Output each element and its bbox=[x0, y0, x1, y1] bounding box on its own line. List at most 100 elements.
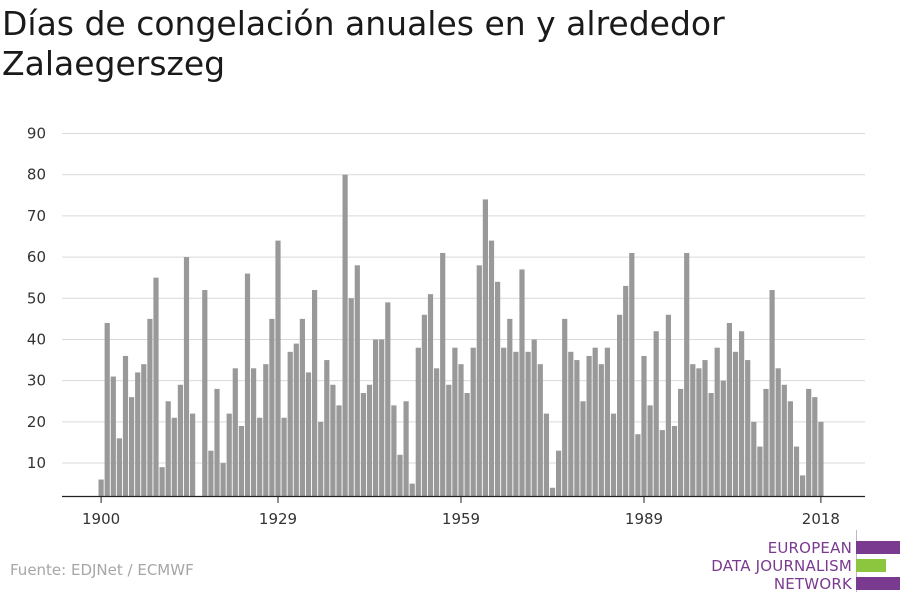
bar-2007[interactable] bbox=[751, 421, 757, 496]
bar-1983[interactable] bbox=[604, 347, 610, 496]
bar-1971[interactable] bbox=[531, 339, 537, 496]
bar-1927[interactable] bbox=[263, 364, 269, 496]
bar-1908[interactable] bbox=[147, 318, 153, 496]
bar-1994[interactable] bbox=[671, 425, 678, 496]
bar-1946[interactable] bbox=[379, 339, 385, 496]
bar-1980[interactable] bbox=[586, 355, 592, 496]
bar-2018[interactable] bbox=[818, 421, 824, 496]
bar-1903[interactable] bbox=[116, 438, 122, 496]
bar-1977[interactable] bbox=[568, 351, 574, 496]
bar-2002[interactable] bbox=[720, 380, 726, 496]
bar-2014[interactable] bbox=[793, 446, 800, 496]
bar-1972[interactable] bbox=[537, 364, 543, 496]
bar-1948[interactable] bbox=[391, 405, 397, 497]
bar-1959[interactable] bbox=[458, 364, 464, 496]
bar-1999[interactable] bbox=[702, 360, 708, 496]
bar-1917[interactable] bbox=[202, 290, 208, 496]
bar-1990[interactable] bbox=[647, 405, 653, 497]
bar-2009[interactable] bbox=[763, 388, 769, 496]
bar-1939[interactable] bbox=[336, 405, 342, 497]
bar-1923[interactable] bbox=[238, 425, 244, 496]
bar-1969[interactable] bbox=[519, 269, 525, 496]
bar-1954[interactable] bbox=[427, 294, 434, 496]
bar-1967[interactable] bbox=[507, 318, 513, 496]
bar-1902[interactable] bbox=[110, 376, 116, 496]
bar-1987[interactable] bbox=[629, 252, 635, 496]
bar-1942[interactable] bbox=[354, 265, 360, 496]
bar-1937[interactable] bbox=[324, 360, 330, 496]
bar-1970[interactable] bbox=[525, 351, 531, 496]
bar-1918[interactable] bbox=[208, 450, 214, 496]
bar-2017[interactable] bbox=[812, 397, 818, 496]
bar-1982[interactable] bbox=[598, 364, 604, 496]
bar-1985[interactable] bbox=[617, 314, 623, 496]
bar-1960[interactable] bbox=[464, 393, 470, 496]
edjnet-logo[interactable]: EUROPEAN DATA JOURNALISM NETWORK bbox=[700, 530, 900, 594]
bar-1940[interactable] bbox=[342, 174, 348, 496]
bar-1988[interactable] bbox=[635, 434, 641, 496]
bar-1991[interactable] bbox=[653, 331, 659, 496]
bar-1965[interactable] bbox=[495, 281, 501, 496]
bar-2012[interactable] bbox=[781, 384, 787, 496]
bar-1949[interactable] bbox=[397, 454, 403, 496]
bar-2008[interactable] bbox=[757, 446, 763, 496]
bar-1930[interactable] bbox=[281, 417, 287, 496]
bar-1950[interactable] bbox=[403, 401, 409, 496]
bar-1900[interactable] bbox=[98, 479, 104, 496]
bar-2016[interactable] bbox=[806, 388, 812, 496]
bar-1910[interactable] bbox=[159, 467, 165, 496]
bar-1926[interactable] bbox=[257, 417, 263, 496]
bar-1996[interactable] bbox=[684, 252, 690, 496]
bar-1936[interactable] bbox=[318, 421, 324, 496]
bar-1915[interactable] bbox=[190, 413, 196, 496]
bar-1997[interactable] bbox=[690, 364, 696, 496]
bar-1974[interactable] bbox=[549, 487, 556, 496]
bar-1962[interactable] bbox=[476, 265, 482, 496]
bar-1975[interactable] bbox=[556, 450, 562, 496]
bar-1947[interactable] bbox=[385, 302, 391, 496]
bar-1973[interactable] bbox=[543, 413, 549, 496]
bar-1934[interactable] bbox=[305, 372, 312, 496]
bar-1953[interactable] bbox=[421, 314, 427, 496]
bar-1955[interactable] bbox=[434, 368, 440, 496]
bar-1963[interactable] bbox=[482, 199, 488, 496]
bar-1907[interactable] bbox=[141, 364, 147, 496]
bar-1958[interactable] bbox=[452, 347, 458, 496]
bar-1919[interactable] bbox=[214, 388, 220, 496]
bar-1957[interactable] bbox=[446, 384, 452, 496]
bar-1966[interactable] bbox=[501, 347, 507, 496]
bar-2005[interactable] bbox=[739, 331, 745, 496]
bar-1935[interactable] bbox=[312, 290, 318, 496]
bar-1956[interactable] bbox=[440, 252, 446, 496]
bar-1984[interactable] bbox=[610, 413, 617, 496]
bar-1998[interactable] bbox=[696, 368, 702, 496]
bar-1978[interactable] bbox=[574, 360, 580, 496]
bar-1995[interactable] bbox=[678, 388, 684, 496]
bar-1989[interactable] bbox=[641, 355, 647, 496]
bar-1933[interactable] bbox=[299, 318, 305, 496]
bar-2001[interactable] bbox=[714, 347, 720, 496]
bar-2006[interactable] bbox=[745, 360, 751, 496]
bar-1952[interactable] bbox=[415, 347, 421, 496]
bar-1909[interactable] bbox=[153, 277, 159, 496]
bar-1964[interactable] bbox=[488, 240, 495, 496]
bar-1941[interactable] bbox=[348, 298, 354, 496]
bar-1945[interactable] bbox=[373, 339, 379, 496]
bar-1951[interactable] bbox=[409, 483, 415, 496]
bar-1944[interactable] bbox=[366, 384, 373, 496]
bar-1938[interactable] bbox=[330, 384, 336, 496]
bar-2003[interactable] bbox=[726, 322, 732, 496]
bar-1932[interactable] bbox=[293, 343, 299, 496]
bar-1911[interactable] bbox=[165, 401, 171, 496]
bar-1901[interactable] bbox=[104, 322, 110, 496]
bar-1928[interactable] bbox=[269, 318, 275, 496]
bar-1968[interactable] bbox=[513, 351, 519, 496]
bar-1922[interactable] bbox=[232, 368, 238, 496]
bar-1929[interactable] bbox=[275, 240, 281, 496]
bar-1906[interactable] bbox=[135, 372, 141, 496]
bar-1904[interactable] bbox=[122, 355, 129, 496]
bar-1924[interactable] bbox=[244, 273, 251, 496]
bar-1925[interactable] bbox=[251, 368, 257, 496]
bar-1931[interactable] bbox=[287, 351, 293, 496]
bar-1913[interactable] bbox=[177, 384, 183, 496]
